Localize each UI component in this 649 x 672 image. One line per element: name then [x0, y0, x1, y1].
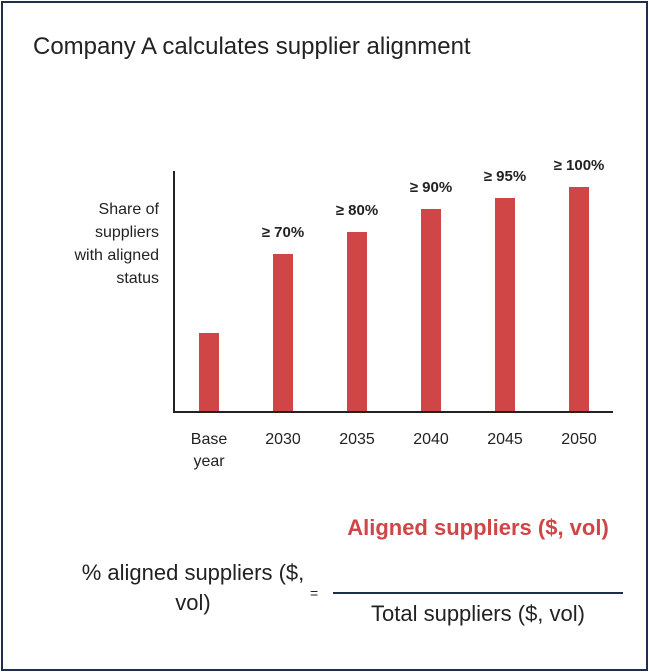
bar	[273, 254, 293, 411]
bar	[495, 198, 515, 411]
value-label: ≥ 70%	[261, 224, 305, 242]
value-label: ≥ 80%	[335, 201, 379, 219]
bar	[569, 187, 589, 411]
formula-equals: =	[310, 585, 319, 601]
bar	[199, 332, 219, 411]
x-axis	[173, 411, 613, 413]
fraction-line	[333, 592, 623, 594]
bar	[421, 209, 441, 411]
x-tick-label: Base year	[190, 431, 228, 470]
formula-left: % aligned suppliers ($, vol)	[81, 560, 305, 615]
x-tick-label: 2035	[339, 431, 375, 448]
x-tick-label: 2050	[561, 431, 597, 448]
x-tick-label: 2040	[413, 431, 449, 448]
formula-denominator: Total suppliers ($, vol)	[371, 601, 585, 626]
formula-numerator: Aligned suppliers ($, vol)	[347, 515, 609, 540]
x-tick-label: 2030	[265, 431, 301, 448]
chart-title: Company A calculates supplier alignment	[33, 33, 471, 60]
y-axis-label: Share of suppliers with aligned status	[74, 201, 160, 287]
bar	[347, 231, 367, 411]
value-label: ≥ 95%	[483, 168, 527, 186]
x-tick-label: 2045	[487, 431, 523, 448]
value-label: ≥ 100%	[553, 157, 605, 174]
value-label: ≥ 90%	[409, 179, 453, 197]
y-axis	[173, 171, 175, 413]
